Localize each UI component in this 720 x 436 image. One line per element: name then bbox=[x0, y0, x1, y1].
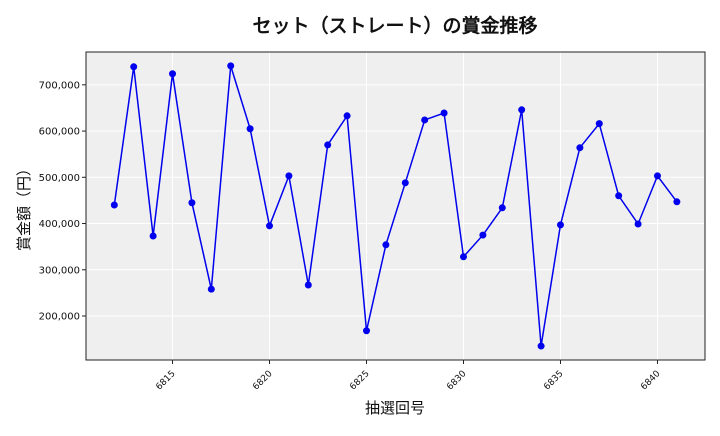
chart-title: セット（ストレート）の賞金推移 bbox=[252, 14, 537, 37]
x-tick-label: 6825 bbox=[348, 369, 371, 392]
x-tick-label: 6815 bbox=[154, 369, 177, 392]
data-point bbox=[207, 285, 215, 293]
x-axis-label: 抽選回号 bbox=[365, 399, 425, 417]
data-point bbox=[634, 220, 642, 228]
data-point bbox=[382, 241, 390, 249]
data-point bbox=[421, 116, 429, 124]
data-point bbox=[595, 120, 603, 128]
y-tick-label: 700,000 bbox=[39, 80, 80, 91]
y-axis-label: 賞金額（円） bbox=[15, 161, 33, 251]
x-tick-label: 6840 bbox=[639, 369, 662, 392]
plot-area bbox=[86, 52, 705, 360]
data-point bbox=[130, 63, 138, 71]
data-point bbox=[149, 232, 157, 240]
data-point bbox=[479, 231, 487, 239]
data-point bbox=[343, 112, 351, 120]
data-point bbox=[576, 144, 584, 152]
series-line bbox=[113, 65, 678, 347]
data-point bbox=[556, 221, 564, 229]
y-tick-label: 500,000 bbox=[39, 173, 80, 184]
data-point bbox=[246, 125, 254, 133]
data-point bbox=[401, 179, 409, 187]
data-point bbox=[169, 70, 177, 78]
data-point bbox=[266, 222, 274, 230]
data-point bbox=[459, 253, 467, 261]
data-point bbox=[324, 141, 332, 149]
data-point bbox=[110, 201, 118, 209]
data-point bbox=[537, 342, 545, 350]
x-tick-label: 6830 bbox=[445, 369, 468, 392]
y-tick-label: 300,000 bbox=[39, 265, 80, 276]
y-tick-label: 600,000 bbox=[39, 127, 80, 138]
data-point bbox=[615, 192, 623, 200]
data-point bbox=[304, 281, 312, 289]
data-point bbox=[227, 62, 235, 70]
y-tick-label: 400,000 bbox=[39, 219, 80, 230]
data-point bbox=[188, 199, 196, 207]
data-point bbox=[673, 198, 681, 206]
data-point bbox=[518, 106, 526, 114]
data-point bbox=[498, 204, 506, 212]
data-point bbox=[285, 172, 293, 180]
data-point bbox=[362, 327, 370, 335]
data-point bbox=[653, 172, 661, 180]
data-point bbox=[440, 109, 448, 117]
x-tick-label: 6820 bbox=[251, 369, 274, 392]
y-tick-label: 200,000 bbox=[39, 311, 80, 322]
x-tick-label: 6835 bbox=[542, 369, 565, 392]
plot-frame bbox=[85, 51, 706, 361]
